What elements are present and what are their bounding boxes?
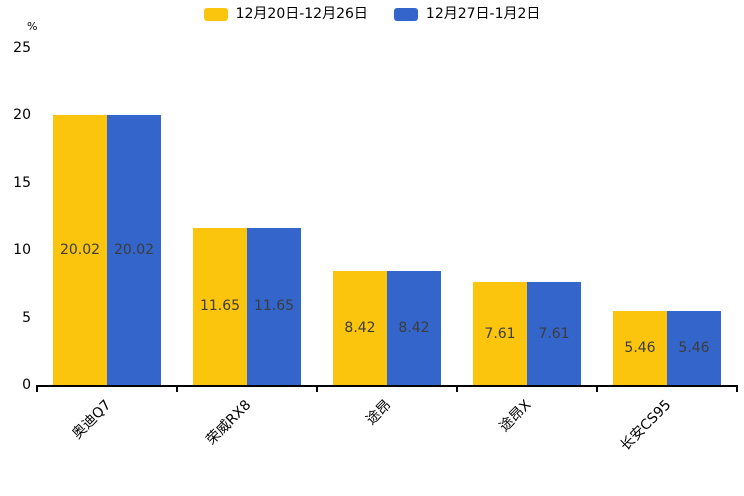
y-axis-tick-label: 25 bbox=[13, 39, 31, 56]
x-axis-label: 长安CS95 bbox=[617, 397, 675, 455]
legend-item-series-1[interactable]: 12月27日-1月2日 bbox=[393, 5, 541, 23]
x-axis-tick bbox=[456, 385, 458, 392]
bar-value-label: 5.46 bbox=[624, 340, 656, 357]
x-axis-label: 荣威RX8 bbox=[203, 397, 255, 449]
legend-swatch-icon bbox=[393, 7, 418, 21]
legend-swatch-icon bbox=[203, 7, 228, 21]
x-axis-line bbox=[37, 385, 737, 387]
bar-value-label: 20.02 bbox=[113, 241, 155, 258]
bar-荣威RX8-series-0: 11.65 bbox=[193, 227, 247, 385]
bar-value-label: 8.42 bbox=[398, 320, 430, 337]
x-axis-label: 途昂X bbox=[496, 397, 535, 436]
bar-奥迪Q7-series-1: 20.02 bbox=[107, 114, 161, 385]
x-axis-tick bbox=[176, 385, 178, 392]
bar-奥迪Q7-series-0: 20.02 bbox=[53, 114, 107, 385]
legend: 12月20日-12月26日 12月27日-1月2日 bbox=[0, 5, 744, 23]
y-axis-tick-label: 5 bbox=[22, 309, 31, 326]
x-axis-label: 奥迪Q7 bbox=[69, 397, 115, 443]
bar-途昂-series-1: 8.42 bbox=[387, 271, 441, 385]
legend-item-series-0[interactable]: 12月20日-12月26日 bbox=[203, 5, 368, 23]
y-axis-tick-label: 10 bbox=[13, 242, 31, 258]
x-axis-tick bbox=[316, 385, 318, 392]
x-axis-tick bbox=[596, 385, 598, 392]
bar-value-label: 7.61 bbox=[538, 325, 570, 342]
y-axis-tick-label: 20 bbox=[13, 107, 31, 123]
bar-途昂-series-0: 8.42 bbox=[333, 271, 387, 385]
bar-value-label: 5.46 bbox=[678, 340, 710, 357]
y-axis-unit-label: % bbox=[27, 20, 38, 33]
bar-长安CS95-series-0: 5.46 bbox=[613, 311, 667, 385]
y-axis-tick-label: 0 bbox=[22, 377, 31, 393]
bar-value-label: 11.65 bbox=[199, 298, 241, 315]
legend-label: 12月27日-1月2日 bbox=[425, 6, 541, 22]
y-axis-tick-label: 15 bbox=[13, 174, 31, 191]
legend-label: 12月20日-12月26日 bbox=[235, 6, 368, 22]
bar-荣威RX8-series-1: 11.65 bbox=[247, 227, 301, 385]
bar-途昂X-series-1: 7.61 bbox=[527, 282, 581, 385]
bar-value-label: 20.02 bbox=[59, 241, 101, 258]
x-axis-tick bbox=[736, 385, 738, 392]
bar-value-label: 7.61 bbox=[484, 325, 516, 342]
bar-途昂X-series-0: 7.61 bbox=[473, 282, 527, 385]
x-axis-tick bbox=[36, 385, 38, 392]
x-axis-label: 途昂 bbox=[363, 397, 395, 429]
bar-value-label: 11.65 bbox=[253, 298, 295, 315]
bar-长安CS95-series-1: 5.46 bbox=[667, 311, 721, 385]
bar-value-label: 8.42 bbox=[344, 320, 376, 337]
